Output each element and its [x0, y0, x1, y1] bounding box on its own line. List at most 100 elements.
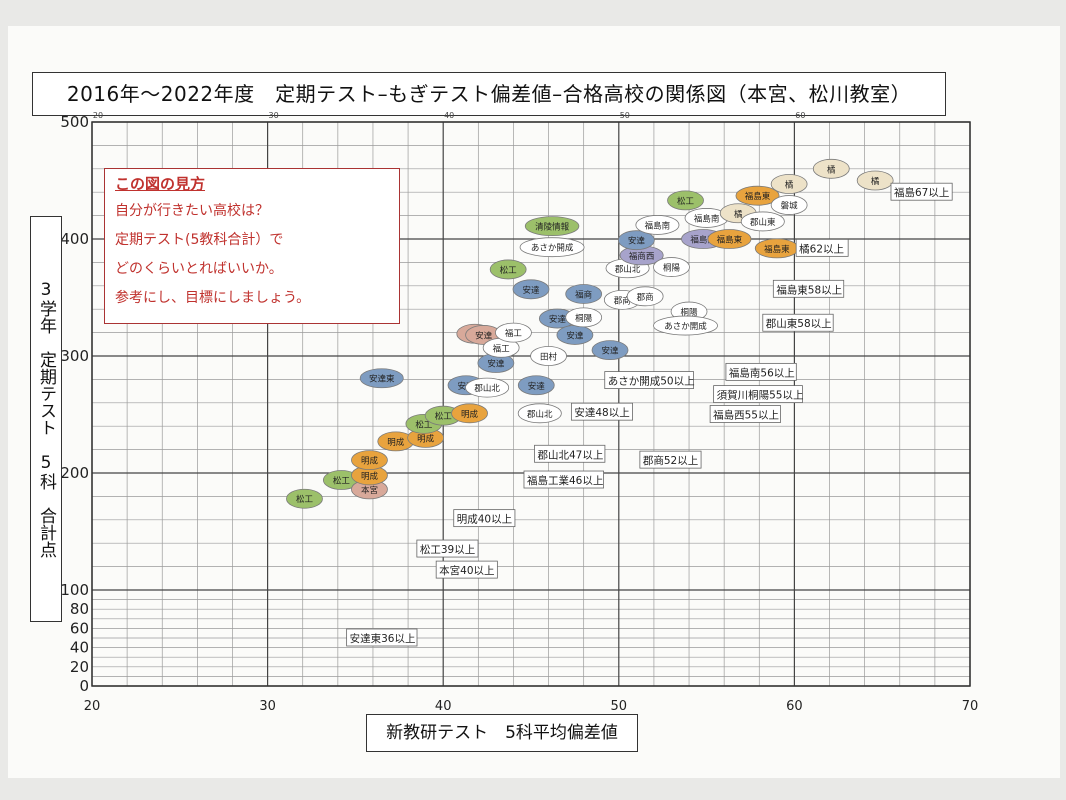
x-axis-label: 新教研テスト 5科平均偏差値 — [366, 714, 638, 752]
x-axis-ticks: 20 30 40 50 60 70 — [84, 699, 979, 714]
school-point — [565, 284, 603, 304]
school-point-label: 福商西 — [629, 251, 655, 262]
school-point-label: 松工 — [333, 476, 351, 487]
school-point-label: 福工 — [505, 328, 523, 339]
x-tick-label-top: 30 — [269, 111, 279, 120]
y-tick-label: 500 — [60, 113, 89, 131]
threshold-labels: 福島67以上橘62以上福島東58以上郡山東58以上福島南56以上須賀川桐陽55以… — [346, 182, 953, 647]
plot-frame — [91, 121, 971, 687]
school-point — [359, 368, 404, 389]
threshold-label: 郡山東58以上 — [766, 317, 832, 330]
school-point — [812, 158, 850, 179]
school-point-label: 郡商 — [637, 292, 654, 303]
school-point-label: 橘 — [734, 209, 743, 220]
threshold-box — [725, 362, 797, 381]
school-point-label: 桐陽 — [663, 263, 681, 274]
school-point-label: 郡山北 — [527, 409, 553, 420]
school-point-label: 福工 — [493, 343, 511, 354]
school-point — [856, 170, 894, 191]
howto-line: 参考にし、目標にしましょう。 — [115, 290, 311, 306]
threshold-label: 安達東36以上 — [350, 632, 416, 645]
school-point-label: 松工 — [435, 411, 453, 422]
howto-line: どのくらいとればいいか。 — [115, 261, 283, 277]
school-point-label: 郡山東 — [750, 217, 776, 228]
x-tick-label: 20 — [84, 699, 101, 714]
howto-line: 定期テスト(5教科合計）で — [115, 232, 284, 248]
threshold-box — [762, 313, 834, 332]
school-point-label: 橘 — [827, 164, 836, 175]
school-point-label: 田村 — [540, 352, 558, 363]
school-point — [351, 450, 388, 471]
threshold-label: 本宮40以上 — [439, 564, 494, 577]
school-point-label: 本宮 — [361, 485, 378, 496]
paper-sheet — [8, 26, 1060, 778]
school-point-label: あさか開成 — [664, 321, 707, 332]
school-point-label: 福島東 — [717, 235, 743, 246]
threshold-label: 須賀川桐陽55以上 — [717, 389, 804, 402]
school-point-label: 安達 — [566, 330, 584, 341]
school-point-label: 安達 — [522, 285, 540, 296]
threshold-label: 福島工業46以上 — [527, 474, 603, 487]
x-tick-label: 40 — [435, 699, 452, 714]
y-axis-label: 3学年 定期テスト 5科 合計点 — [30, 216, 62, 622]
school-point-label: 松工 — [296, 494, 314, 505]
threshold-label: 明成40以上 — [457, 514, 512, 526]
school-point-label: 明成 — [361, 456, 379, 467]
threshold-box — [435, 560, 498, 579]
y-tick-label: 20 — [70, 658, 89, 676]
threshold-box — [713, 385, 803, 404]
x-tick-label: 60 — [786, 699, 803, 714]
y-tick-label: 200 — [60, 464, 89, 482]
school-point-label: 福島南 — [694, 213, 720, 224]
school-point — [495, 322, 532, 343]
school-point-label: 郡商 — [614, 295, 631, 306]
school-point-label: 明成 — [361, 471, 379, 482]
school-point-label: 安達 — [475, 330, 493, 341]
school-point-label: 松工 — [500, 265, 518, 276]
threshold-box — [346, 628, 418, 647]
school-point — [451, 403, 488, 424]
threshold-label: 松工39以上 — [420, 543, 475, 556]
school-point — [770, 174, 808, 194]
school-point-label: 郡山北 — [615, 264, 641, 275]
threshold-label: 橘62以上 — [799, 243, 844, 255]
school-point — [465, 377, 510, 398]
x-tick-label: 70 — [962, 699, 979, 714]
school-point-label: 郡山北 — [474, 383, 500, 394]
y-tick-label: 400 — [60, 230, 89, 248]
school-point-label: 安達 — [487, 359, 505, 370]
school-point-label: 福島東 — [764, 244, 790, 255]
school-point — [512, 279, 550, 300]
threshold-box — [604, 371, 694, 389]
threshold-label: 安達48以上 — [574, 406, 629, 419]
y-tick-label: 0 — [79, 677, 89, 695]
school-point-label: 安達 — [602, 346, 620, 357]
x-tick-label-top: 60 — [795, 111, 805, 120]
x-axis-top-ticks: 20 30 40 50 60 — [93, 111, 806, 120]
school-point — [707, 229, 752, 249]
school-point — [591, 340, 629, 361]
school-point — [770, 195, 808, 215]
school-point — [565, 307, 603, 328]
threshold-label: 郡商52以上 — [643, 454, 698, 467]
threshold-box — [639, 450, 702, 469]
school-point-label: 松工 — [677, 196, 695, 207]
x-tick-label-top: 50 — [620, 111, 630, 120]
threshold-label: 郡山北47以上 — [538, 449, 604, 461]
threshold-box — [416, 539, 479, 558]
school-point-label: 橘 — [871, 176, 880, 187]
school-point-label: 安達 — [528, 381, 546, 392]
threshold-box — [795, 238, 849, 257]
school-point — [489, 259, 527, 280]
x-tick-label-top: 40 — [444, 111, 454, 120]
howto-heading: この図の見方 — [115, 175, 206, 193]
school-point-label: 明成 — [387, 437, 405, 448]
school-point-label: 安達東 — [369, 374, 395, 385]
y-tick-label: 60 — [70, 619, 89, 637]
school-points: 松工松工本宮明成明成明成明成松工松工明成安達東安達郡山北安達安達郡山北本宮安達福… — [286, 158, 894, 509]
school-point — [530, 346, 567, 366]
school-point-label: 福商 — [575, 289, 592, 300]
howto-box: この図の見方 自分が行きたい高校は？ 定期テスト(5教科合計）で どのくらいとれ… — [104, 168, 400, 324]
